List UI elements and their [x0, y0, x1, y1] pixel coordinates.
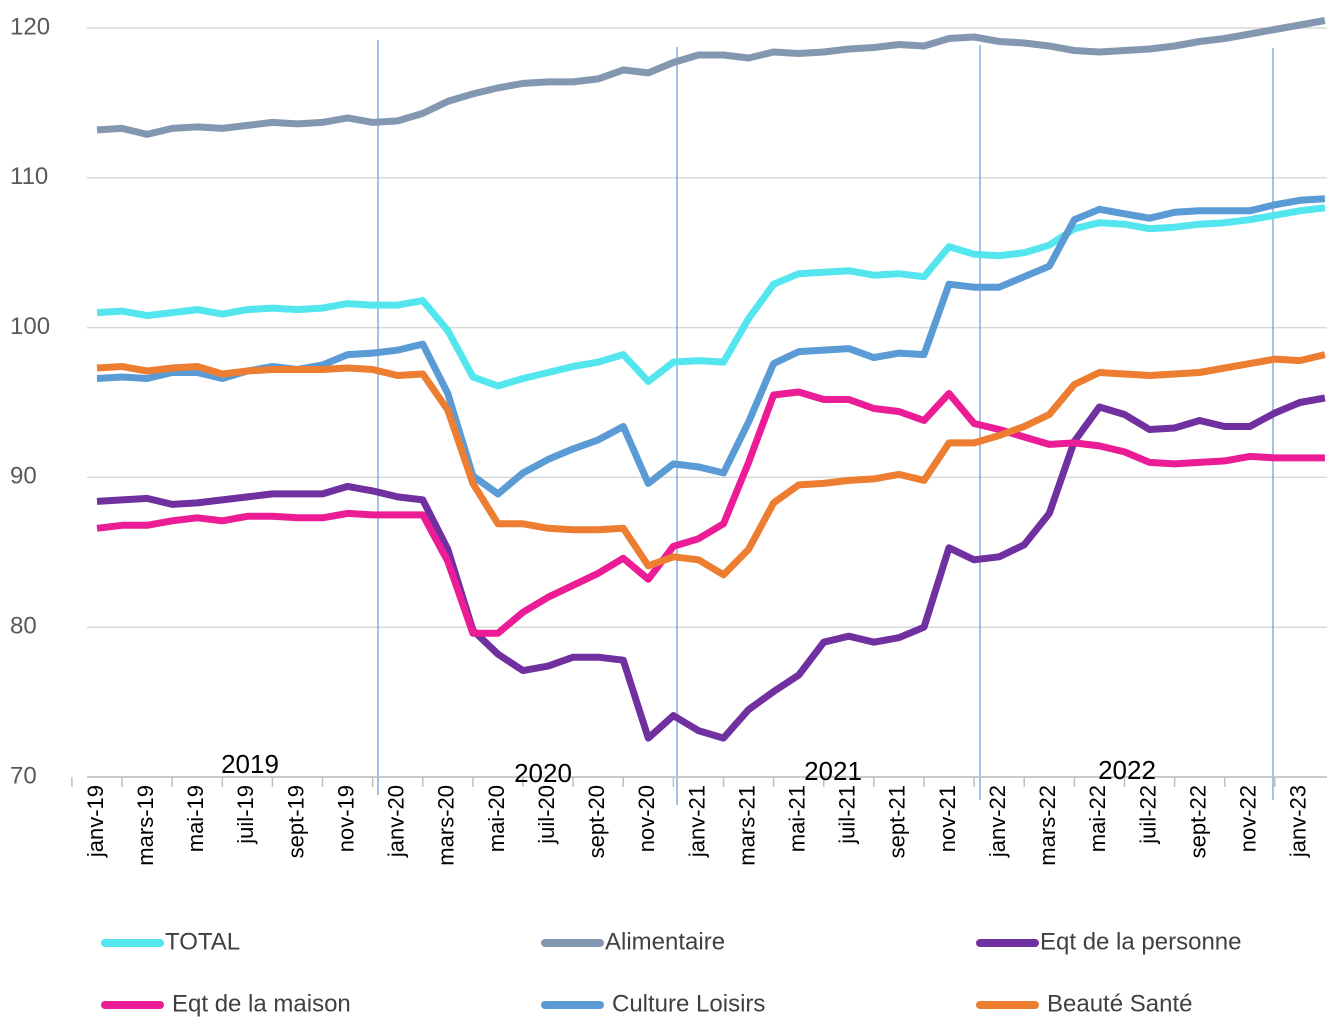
- x-tick-label: mars-21: [734, 785, 759, 866]
- year-annotation: 2020: [514, 758, 572, 788]
- x-tick-label: sept-21: [885, 785, 910, 858]
- x-tick-label: sept-22: [1185, 785, 1210, 858]
- x-tick-label: juil-19: [233, 785, 258, 845]
- y-tick-label: 120: [10, 13, 50, 40]
- y-tick-label: 100: [10, 313, 50, 340]
- year-annotation: 2019: [221, 749, 279, 779]
- x-tick-label: nov-22: [1236, 785, 1261, 852]
- x-tick-label: mai-22: [1085, 785, 1110, 852]
- legend-label: Culture Loisirs: [612, 990, 765, 1017]
- x-tick-label: mars-20: [434, 785, 459, 866]
- series-line: [96, 394, 1326, 742]
- series-line: [96, 351, 1326, 579]
- x-tick-label: juil-22: [1135, 785, 1160, 845]
- x-tick-label: nov-19: [333, 785, 358, 852]
- x-tick-label: janv-19: [83, 785, 108, 858]
- legend-label: Eqt de la maison: [172, 990, 351, 1017]
- y-tick-label: 90: [10, 463, 37, 490]
- x-tick-label: nov-20: [634, 785, 659, 852]
- legend-label: Eqt de la personne: [1040, 928, 1241, 955]
- legend-label: Alimentaire: [605, 928, 725, 955]
- x-tick-label: mars-19: [133, 785, 158, 866]
- x-tick-label: nov-21: [935, 785, 960, 852]
- x-tick-label: juil-21: [835, 785, 860, 845]
- series-line: [96, 204, 1326, 390]
- x-tick-label: sept-20: [584, 785, 609, 858]
- x-tick-label: janv-22: [985, 785, 1010, 858]
- series-line: [96, 195, 1326, 498]
- x-tick-label: mars-22: [1035, 785, 1060, 866]
- series-line: [96, 17, 1326, 138]
- year-annotation: 2022: [1098, 755, 1156, 785]
- legend-label: TOTAL: [165, 928, 240, 955]
- x-tick-label: mai-20: [484, 785, 509, 852]
- x-tick-label: janv-21: [684, 785, 709, 858]
- series-line: [96, 388, 1325, 637]
- x-tick-label: mai-21: [784, 785, 809, 852]
- y-tick-label: 110: [10, 163, 48, 190]
- x-tick-label: mai-19: [183, 785, 208, 852]
- year-annotation: 2021: [804, 756, 862, 786]
- x-tick-label: sept-19: [283, 785, 308, 858]
- legend-label: Beauté Santé: [1047, 990, 1192, 1017]
- x-tick-label: janv-23: [1286, 785, 1311, 858]
- x-tick-label: janv-20: [384, 785, 409, 858]
- y-tick-label: 80: [10, 613, 37, 640]
- x-tick-label: juil-20: [534, 785, 559, 845]
- y-tick-label: 70: [10, 762, 37, 789]
